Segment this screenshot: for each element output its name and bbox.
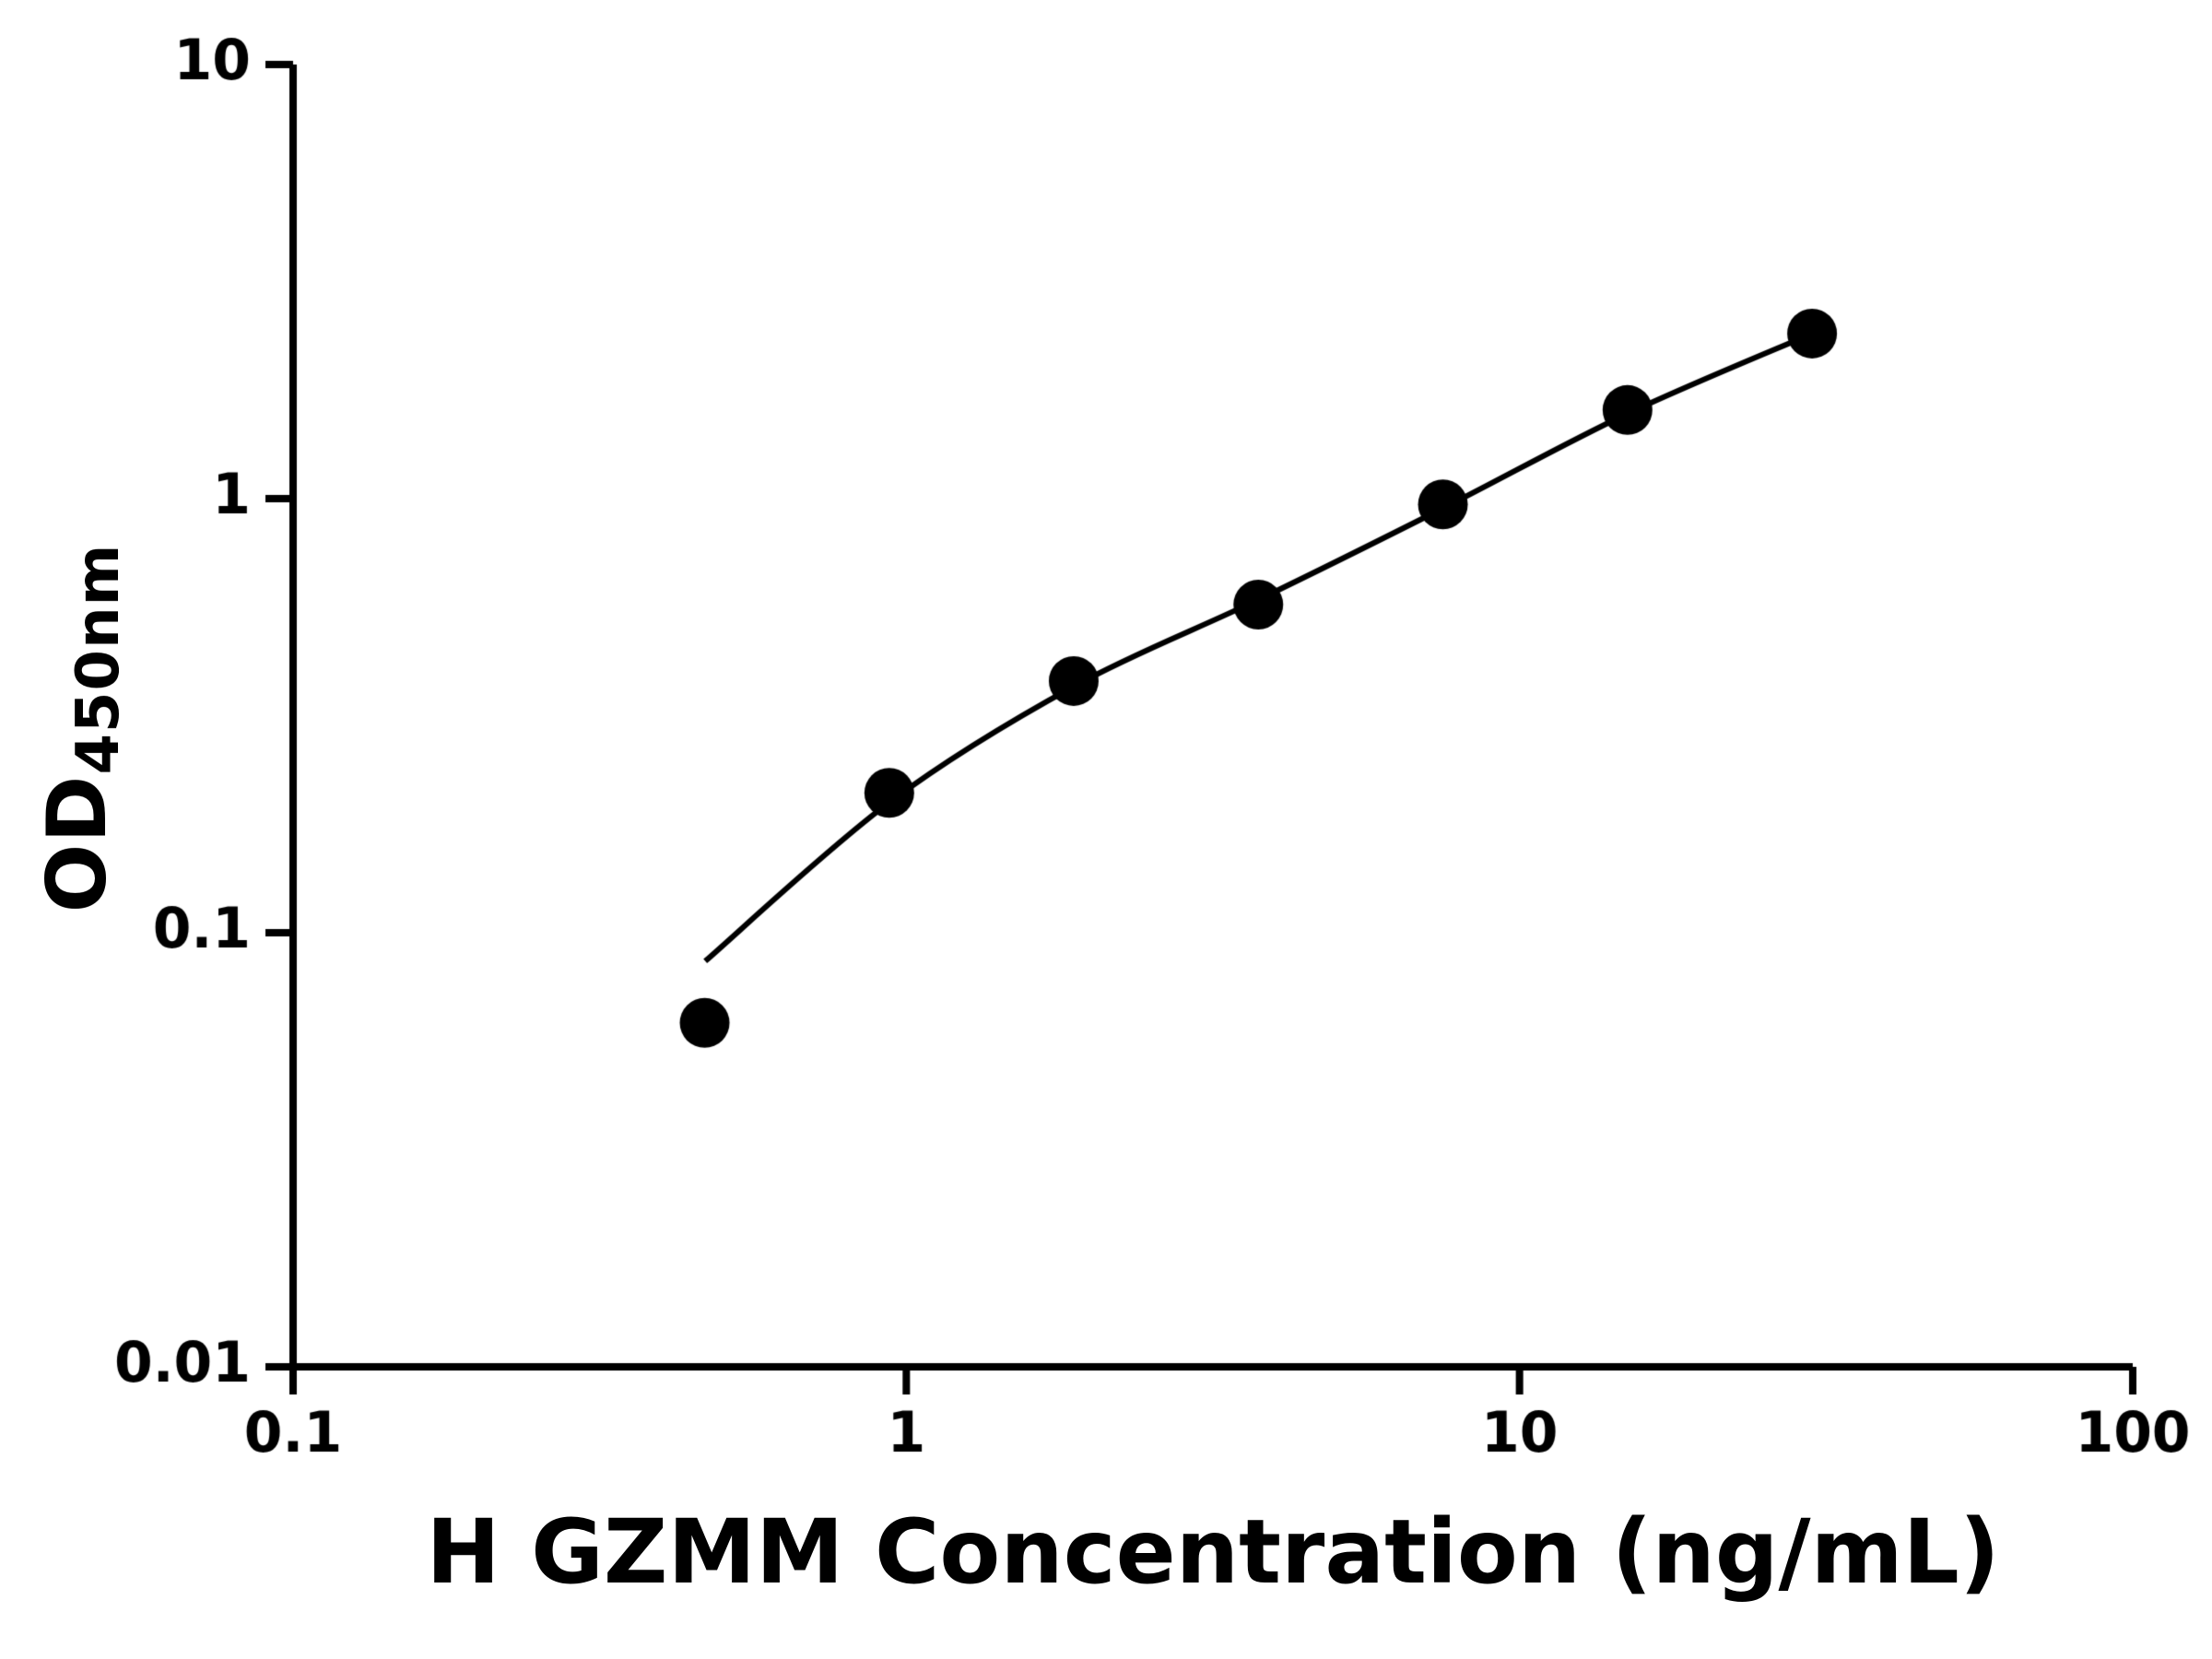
x-axis-title: H GZMM Concentration (ng/mL) [426, 1500, 2000, 1604]
y-axis-title-main: OD [29, 774, 124, 913]
y-axis-title-subscript: 450nm [65, 543, 133, 775]
y-axis-title: OD450nm [29, 544, 133, 913]
